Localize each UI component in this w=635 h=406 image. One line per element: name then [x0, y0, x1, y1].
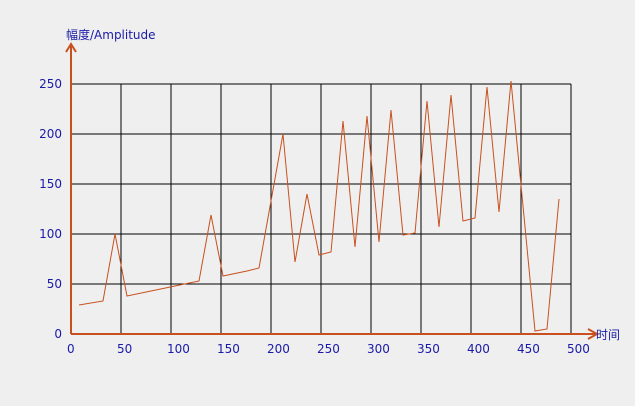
- axes: [65, 42, 600, 340]
- tick-labels: 0 50 100 150 200 250 300 350 400 450 500 0 50 100 150 2…: [39, 77, 590, 356]
- x-tick-label: 500: [567, 342, 590, 356]
- x-tick-label: 300: [367, 342, 390, 356]
- x-axis-arrow-icon: [587, 328, 600, 340]
- y-tick-label: 150: [39, 177, 62, 191]
- series-line-group: [78, 80, 560, 332]
- y-axis-arrow-icon: [65, 42, 77, 53]
- x-axis-title: 时间: [596, 328, 620, 342]
- grid: [71, 83, 572, 334]
- y-tick-label: 200: [39, 127, 62, 141]
- x-tick-label: 450: [517, 342, 540, 356]
- y-tick-label: 100: [39, 227, 62, 241]
- x-tick-label: 100: [167, 342, 190, 356]
- y-axis-title: 幅度/Amplitude: [66, 27, 156, 42]
- series-line: [78, 80, 560, 332]
- y-tick-label: 250: [39, 77, 62, 91]
- y-tick-label: 50: [47, 277, 62, 291]
- x-tick-label: 150: [217, 342, 240, 356]
- x-tick-label: 0: [67, 342, 75, 356]
- x-tick-label: 200: [267, 342, 290, 356]
- x-tick-label: 400: [467, 342, 490, 356]
- y-tick-label: 0: [54, 327, 62, 341]
- x-tick-label: 250: [317, 342, 340, 356]
- x-tick-label: 50: [117, 342, 132, 356]
- x-tick-label: 350: [417, 342, 440, 356]
